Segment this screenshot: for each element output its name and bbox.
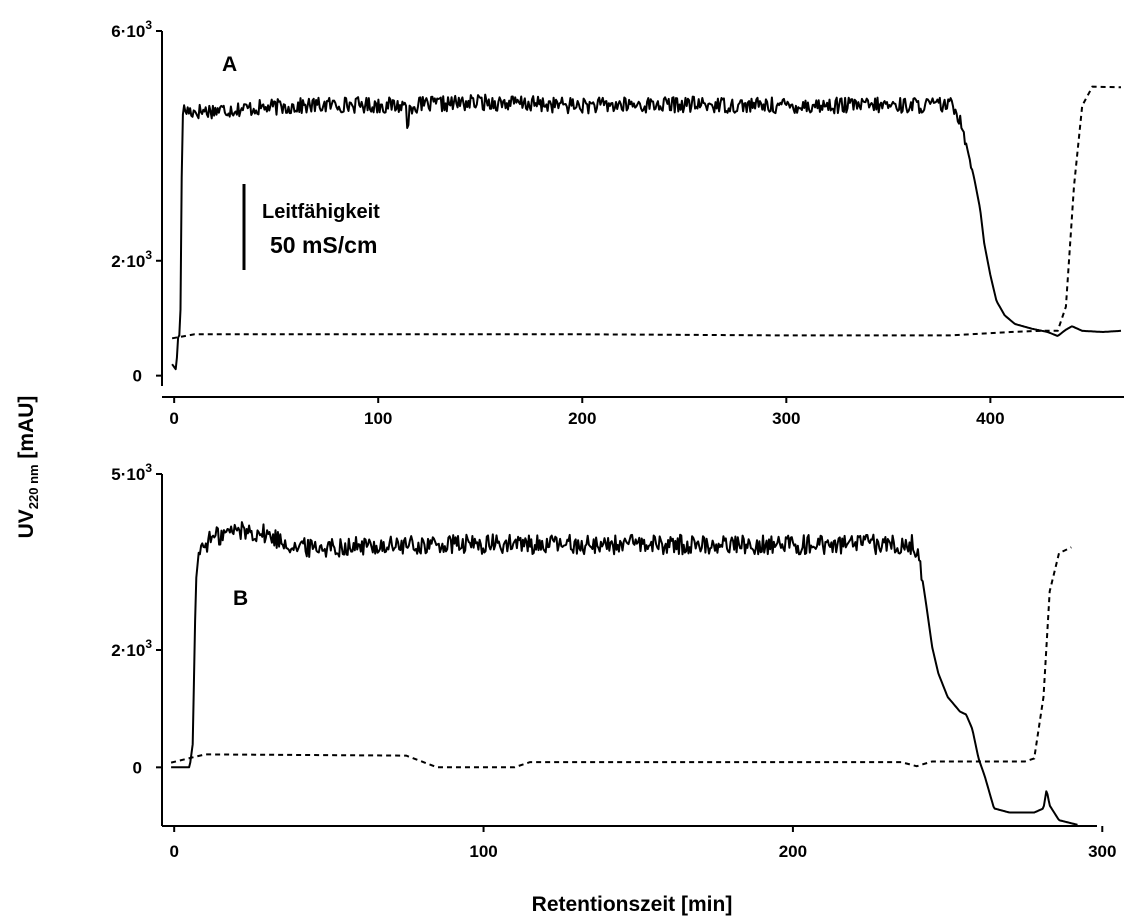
scale-bar-label-line2: 50 mS/cm — [270, 232, 377, 258]
panel-a-x-tick-label: 0 — [169, 409, 178, 428]
x-axis-label: Retentionszeit [min] — [532, 893, 733, 916]
panel-a-conductivity-line — [171, 85, 1122, 340]
panel-b-label: B — [233, 587, 248, 610]
panel-b-x-tick-label: 300 — [1088, 842, 1116, 861]
panel-a-x-tick-label: 300 — [772, 409, 800, 428]
panel-a-x-tick-label: 200 — [568, 409, 596, 428]
panel-a-y-tick-label: 6·103 — [111, 18, 152, 41]
panel-b-y-tick-label: 0 — [133, 758, 142, 777]
panel-b-x-tick-label: 100 — [469, 842, 497, 861]
y-axis-label: UV220 nm [mAU] — [15, 396, 41, 539]
panel-b-conductivity-line — [170, 546, 1072, 769]
y-axis-label-sub: 220 nm — [26, 464, 41, 509]
panel-a-y-tick-label: 2·103 — [111, 248, 152, 271]
panel-b-x-tick-label: 200 — [779, 842, 807, 861]
panel-b-y-tick-label: 2·103 — [111, 637, 152, 660]
panel-b-uv-line — [171, 521, 1078, 826]
scale-bar-label-line1: Leitfähigkeit — [262, 201, 380, 223]
panel-a-label: A — [222, 53, 237, 76]
panel-a: A Leitfähigkeit 50 mS/cm 0 100 200 300 400 6·… — [111, 18, 1124, 428]
panel-b-x-tick-label: 0 — [169, 842, 178, 861]
panel-a-uv-line — [171, 93, 1122, 371]
panel-a-y-tick-label: 0 — [133, 367, 142, 386]
panel-b-y-tick-label: 5·103 — [111, 461, 152, 484]
y-axis-label-unit: [mAU] — [15, 396, 38, 465]
y-axis-label-main: UV — [15, 509, 38, 538]
panel-a-x-tick-label: 100 — [364, 409, 392, 428]
panel-b: B 0 100 200 300 5·103 2·103 0 — [111, 461, 1116, 861]
panel-a-x-tick-label: 400 — [976, 409, 1004, 428]
